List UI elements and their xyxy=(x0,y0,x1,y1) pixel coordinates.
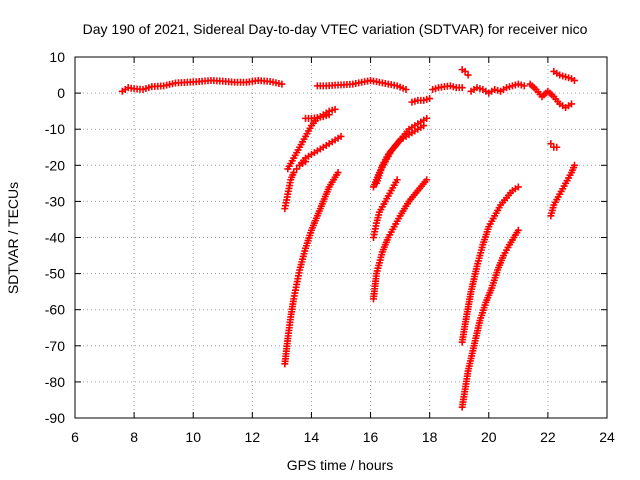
data-point xyxy=(278,80,286,88)
series-arc-12 xyxy=(408,95,434,106)
y-tick-label: -90 xyxy=(45,410,65,426)
series-arc-6 xyxy=(281,169,342,368)
series-arc-14 xyxy=(458,66,472,79)
y-tick-label: -20 xyxy=(45,157,65,173)
series-arc-18 xyxy=(547,140,561,151)
data-point xyxy=(293,165,301,173)
series-arc-7 xyxy=(313,76,410,93)
data-point xyxy=(464,71,472,79)
data-point xyxy=(290,169,298,177)
x-tick-label: 18 xyxy=(422,429,438,445)
x-tick-label: 22 xyxy=(540,429,556,445)
data-point xyxy=(426,95,434,103)
series-arc-10 xyxy=(370,176,401,241)
grid xyxy=(75,57,607,418)
series-arc-9 xyxy=(372,122,428,187)
x-tick-label: 20 xyxy=(481,429,497,445)
chart-title: Day 190 of 2021, Sidereal Day-to-day VTE… xyxy=(83,21,588,37)
y-tick-label: -80 xyxy=(45,374,65,390)
series-arc-13 xyxy=(429,82,466,93)
x-tick-label: 10 xyxy=(185,429,201,445)
data-point xyxy=(568,100,576,108)
data-point xyxy=(514,183,522,191)
data-point xyxy=(570,76,578,84)
series-arc-21 xyxy=(547,161,578,220)
data-point xyxy=(423,114,431,122)
series-arc-1 xyxy=(118,76,286,95)
series-arc-16 xyxy=(526,80,576,112)
x-tick-label: 8 xyxy=(130,429,138,445)
data-point xyxy=(337,132,345,140)
data-point xyxy=(420,122,428,130)
series-arc-11 xyxy=(370,176,431,303)
x-tick-label: 14 xyxy=(304,429,320,445)
data-point xyxy=(553,143,561,151)
y-tick-label: 10 xyxy=(49,49,65,65)
data-point xyxy=(423,176,431,184)
x-tick-label: 16 xyxy=(363,429,379,445)
y-tick-label: -40 xyxy=(45,230,65,246)
data-point xyxy=(393,176,401,184)
data-point xyxy=(570,161,578,169)
data-point xyxy=(547,140,555,148)
y-tick-label: -50 xyxy=(45,266,65,282)
data-point xyxy=(520,82,528,90)
data-point xyxy=(461,67,469,75)
y-tick-label: -30 xyxy=(45,193,65,209)
x-axis-label: GPS time / hours xyxy=(287,457,394,473)
axis-ticks: 6 8 10 12 14 16 18 20 22 24 10 0 -10 -20 -30 -40 -50 -60 -… xyxy=(45,49,615,445)
x-tick-label: 6 xyxy=(71,429,79,445)
data-point xyxy=(514,226,522,234)
y-axis-label: SDTVAR / TECUs xyxy=(5,182,21,294)
y-tick-label: -70 xyxy=(45,338,65,354)
x-tick-label: 12 xyxy=(245,429,261,445)
data-point xyxy=(331,105,339,113)
data-point xyxy=(325,111,333,119)
plot-frame xyxy=(74,56,608,419)
series-arc-4 xyxy=(296,132,345,169)
series-arc-5 xyxy=(302,111,333,122)
series-arc-17 xyxy=(550,67,578,84)
data-point xyxy=(402,85,410,93)
y-tick-label: 0 xyxy=(57,85,65,101)
series-arc-2 xyxy=(281,158,310,213)
y-tick-label: -60 xyxy=(45,302,65,318)
series-arc-20 xyxy=(458,226,522,411)
series-arc-19 xyxy=(458,183,522,346)
x-tick-label: 24 xyxy=(599,429,615,445)
series-arc-15 xyxy=(467,80,528,97)
data-point xyxy=(458,84,466,92)
data-point xyxy=(334,169,342,177)
y-tick-label: -10 xyxy=(45,121,65,137)
data-marks xyxy=(118,66,578,411)
